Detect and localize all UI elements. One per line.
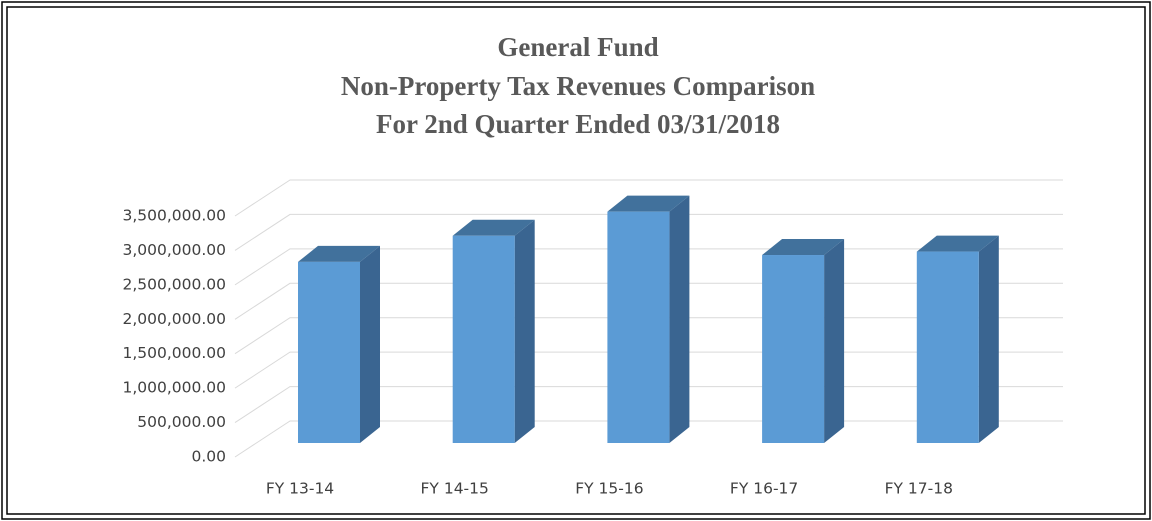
bar: [916, 251, 979, 443]
bar-side: [824, 239, 845, 443]
grid-line: [234, 179, 1063, 217]
y-tick-label: 0.00: [191, 448, 226, 466]
inner-border: [6, 6, 1146, 515]
y-tick-label: 2,000,000.00: [122, 310, 226, 328]
y-tick-label: 2,500,000.00: [122, 275, 226, 293]
y-tick-label: 1,500,000.00: [122, 344, 226, 362]
bar: [607, 211, 670, 443]
y-tick-label: 3,500,000.00: [122, 207, 226, 225]
grid-line: [234, 213, 1063, 251]
chart-title: Non-Property Tax Revenues Comparison: [341, 71, 815, 101]
y-tick-label: 500,000.00: [137, 413, 226, 431]
bar: [298, 261, 360, 443]
bar-top: [916, 235, 999, 252]
chart-title: General Fund: [497, 32, 658, 62]
bar: [452, 235, 515, 443]
bar: [762, 255, 825, 443]
bar-side: [514, 219, 535, 443]
x-tick-label: FY 17-18: [885, 480, 953, 498]
bar-side: [669, 195, 690, 443]
bar-top: [762, 239, 845, 256]
x-tick-label: FY 15-16: [575, 480, 643, 498]
chart-title: For 2nd Quarter Ended 03/31/2018: [376, 109, 780, 139]
bar-top: [452, 219, 535, 236]
y-tick-label: 3,000,000.00: [122, 241, 226, 259]
bar-top: [607, 195, 690, 212]
x-tick-label: FY 13-14: [266, 480, 334, 498]
x-tick-label: FY 16-17: [730, 480, 798, 498]
bar-side: [978, 235, 999, 443]
x-tick-label: FY 14-15: [421, 480, 489, 498]
y-tick-label: 1,000,000.00: [122, 379, 226, 397]
bar-side: [360, 245, 380, 443]
bar-top: [298, 245, 380, 262]
